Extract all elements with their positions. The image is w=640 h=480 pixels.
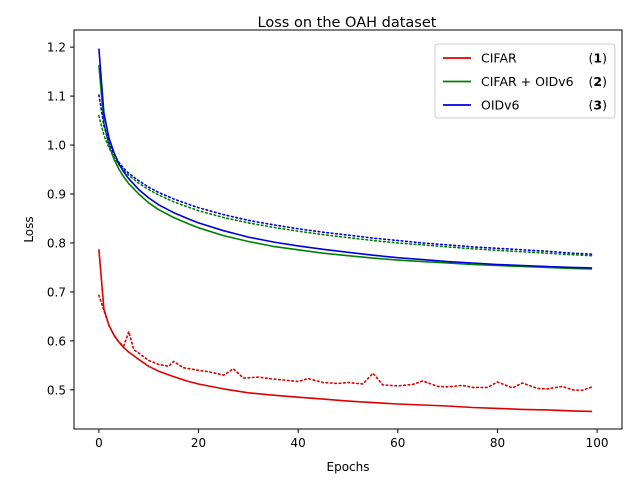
x-tick-label: 40 — [291, 436, 306, 450]
legend-label-1: CIFAR — [481, 51, 517, 66]
y-tick-label: 0.7 — [47, 285, 66, 299]
y-tick-label: 1.1 — [47, 90, 66, 104]
x-axis-label: Epochs — [327, 460, 370, 474]
series-1-dotted-line — [98, 294, 593, 392]
y-tick-label: 0.5 — [47, 383, 66, 397]
plot-area — [98, 48, 593, 413]
x-tick-label: 0 — [95, 436, 103, 450]
legend-label-3: OIDv6 — [481, 98, 520, 113]
chart-title: Loss on the OAH dataset — [258, 15, 437, 31]
x-tick-label: 20 — [191, 436, 206, 450]
y-axis: 0.5 0.6 0.7 0.8 0.9 1.0 1.1 1.2 — [47, 41, 74, 397]
series-1-solid-line — [98, 249, 593, 413]
legend-number-1: (1) — [589, 51, 607, 66]
legend-number-3: (3) — [589, 98, 607, 113]
series-2-solid-line — [98, 65, 593, 270]
x-tick-label: 60 — [390, 436, 405, 450]
y-axis-label: Loss — [22, 216, 36, 242]
legend-number-2: (2) — [589, 74, 607, 89]
y-tick-label: 1.2 — [47, 41, 66, 55]
x-tick-label: 80 — [490, 436, 505, 450]
y-tick-label: 1.0 — [47, 139, 66, 153]
legend-label-2: CIFAR + OIDv6 — [481, 74, 574, 89]
axes-frame — [73, 29, 623, 430]
y-tick-label: 0.8 — [47, 236, 66, 250]
x-tick-label: 100 — [586, 436, 609, 450]
series-3-solid-line — [98, 48, 593, 269]
legend-box — [434, 43, 616, 119]
y-tick-label: 0.9 — [47, 188, 66, 202]
x-axis: 0 20 40 60 80 100 — [95, 429, 609, 450]
series-3-dotted-line — [98, 94, 593, 255]
legend: CIFAR (1) CIFAR + OIDv6 (2) OIDv6 (3) — [434, 43, 616, 119]
y-tick-label: 0.6 — [47, 334, 66, 348]
